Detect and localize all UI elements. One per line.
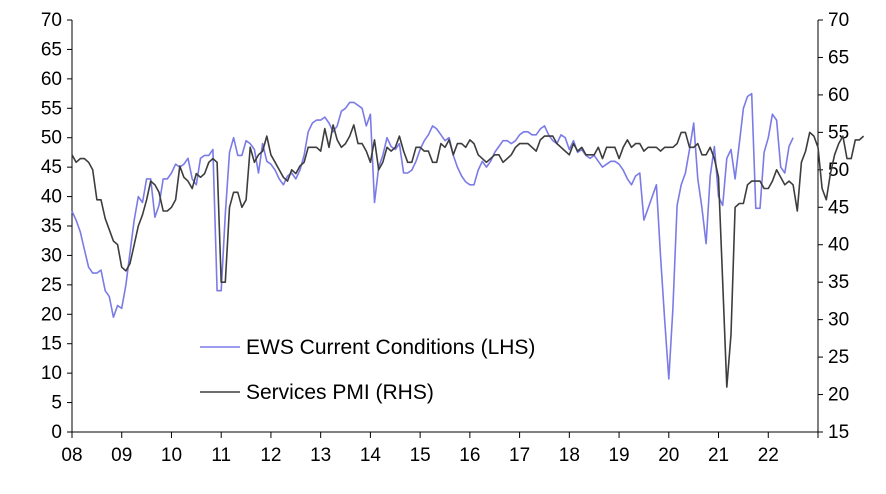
left-tick-label: 50	[41, 128, 62, 149]
x-tick-label: 17	[509, 445, 530, 466]
right-tick-label: 45	[828, 197, 849, 218]
left-tick-label: 45	[41, 157, 62, 178]
left-tick-label: 30	[41, 245, 62, 266]
series-line-pmi	[71, 124, 865, 388]
x-tick-label: 14	[360, 445, 382, 466]
right-tick-label: 50	[828, 160, 849, 181]
right-tick-label: 15	[828, 422, 849, 443]
left-tick-label: 60	[41, 69, 62, 90]
x-tick-label: 19	[608, 445, 629, 466]
right-tick-label: 30	[828, 310, 849, 331]
x-tick-label: 13	[310, 445, 331, 466]
right-tick-label: 65	[828, 47, 849, 68]
left-tick-label: 25	[41, 275, 62, 296]
left-tick-label: 35	[41, 216, 62, 237]
left-tick-label: 20	[41, 304, 62, 325]
x-tick-label: 12	[260, 445, 281, 466]
legend: EWS Current Conditions (LHS) Services PM…	[200, 336, 535, 404]
right-tick-label: 70	[828, 10, 849, 31]
x-tick-label: 08	[61, 445, 82, 466]
x-tick-label: 22	[758, 445, 779, 466]
left-tick-label: 0	[51, 422, 62, 443]
left-tick-label: 10	[41, 363, 62, 384]
axes: 0 5 10 15 20 25 30 35 40 45 50 55 60 65 70 15 20 25 30 35 40…	[41, 10, 849, 466]
right-tick-label: 60	[828, 85, 849, 106]
left-tick-label: 15	[41, 334, 62, 355]
right-tick-label: 40	[828, 235, 849, 256]
right-tick-label: 25	[828, 347, 849, 368]
x-tick-label: 10	[161, 445, 182, 466]
x-tick-label: 15	[410, 445, 431, 466]
x-tick-label: 18	[559, 445, 580, 466]
left-tick-label: 5	[51, 393, 62, 414]
x-tick-label: 09	[111, 445, 132, 466]
right-tick-label: 20	[828, 385, 849, 406]
left-tick-label: 55	[41, 98, 62, 119]
series-line-ews	[71, 92, 794, 380]
right-tick-label: 55	[828, 122, 849, 143]
legend-label-pmi: Services PMI (RHS)	[246, 381, 434, 404]
right-tick-label: 35	[828, 272, 849, 293]
left-tick-label: 40	[41, 187, 62, 208]
left-tick-label: 70	[41, 10, 62, 31]
left-tick-label: 65	[41, 39, 62, 60]
legend-label-ews: EWS Current Conditions (LHS)	[246, 336, 535, 359]
x-tick-label: 21	[708, 445, 729, 466]
series-layer	[71, 92, 865, 388]
x-tick-label: 11	[211, 445, 231, 466]
x-tick-label: 20	[658, 445, 679, 466]
x-tick-label: 16	[459, 445, 480, 466]
